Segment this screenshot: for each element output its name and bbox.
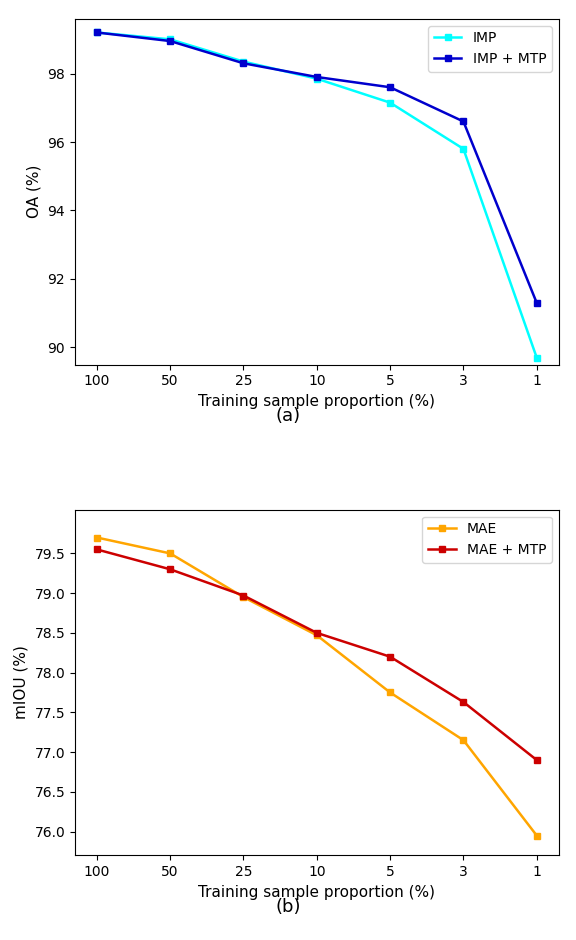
IMP — [166, 34, 173, 45]
MAE + MTP — [386, 651, 393, 663]
MAE + MTP — [313, 627, 320, 638]
IMP + MTP — [460, 116, 467, 127]
MAE — [166, 548, 173, 559]
MAE + MTP — [240, 590, 247, 602]
X-axis label: Training sample proportion (%): Training sample proportion (%) — [198, 394, 435, 409]
Legend: IMP, IMP + MTP: IMP, IMP + MTP — [428, 25, 552, 71]
Text: (b): (b) — [275, 898, 301, 916]
IMP — [240, 56, 247, 68]
MAE + MTP — [166, 564, 173, 575]
Y-axis label: mIOU (%): mIOU (%) — [14, 646, 29, 719]
X-axis label: Training sample proportion (%): Training sample proportion (%) — [198, 885, 435, 900]
Line: MAE + MTP: MAE + MTP — [93, 546, 540, 763]
IMP — [313, 73, 320, 85]
IMP + MTP — [533, 297, 540, 308]
MAE — [533, 830, 540, 841]
MAE — [313, 630, 320, 641]
Text: (a): (a) — [275, 407, 301, 425]
IMP — [93, 27, 100, 39]
IMP — [533, 352, 540, 363]
Y-axis label: OA (%): OA (%) — [27, 164, 42, 218]
IMP + MTP — [93, 27, 100, 39]
MAE — [386, 687, 393, 698]
MAE + MTP — [93, 544, 100, 556]
Line: IMP + MTP: IMP + MTP — [93, 29, 540, 306]
IMP — [386, 97, 393, 108]
Legend: MAE, MAE + MTP: MAE, MAE + MTP — [422, 517, 552, 563]
IMP + MTP — [240, 57, 247, 69]
MAE — [93, 532, 100, 543]
MAE — [240, 591, 247, 603]
MAE — [460, 734, 467, 745]
MAE + MTP — [533, 755, 540, 766]
IMP + MTP — [166, 36, 173, 47]
MAE + MTP — [460, 697, 467, 708]
IMP — [460, 143, 467, 154]
Line: MAE: MAE — [93, 534, 540, 839]
IMP + MTP — [386, 82, 393, 93]
IMP + MTP — [313, 71, 320, 83]
Line: IMP: IMP — [93, 29, 540, 361]
